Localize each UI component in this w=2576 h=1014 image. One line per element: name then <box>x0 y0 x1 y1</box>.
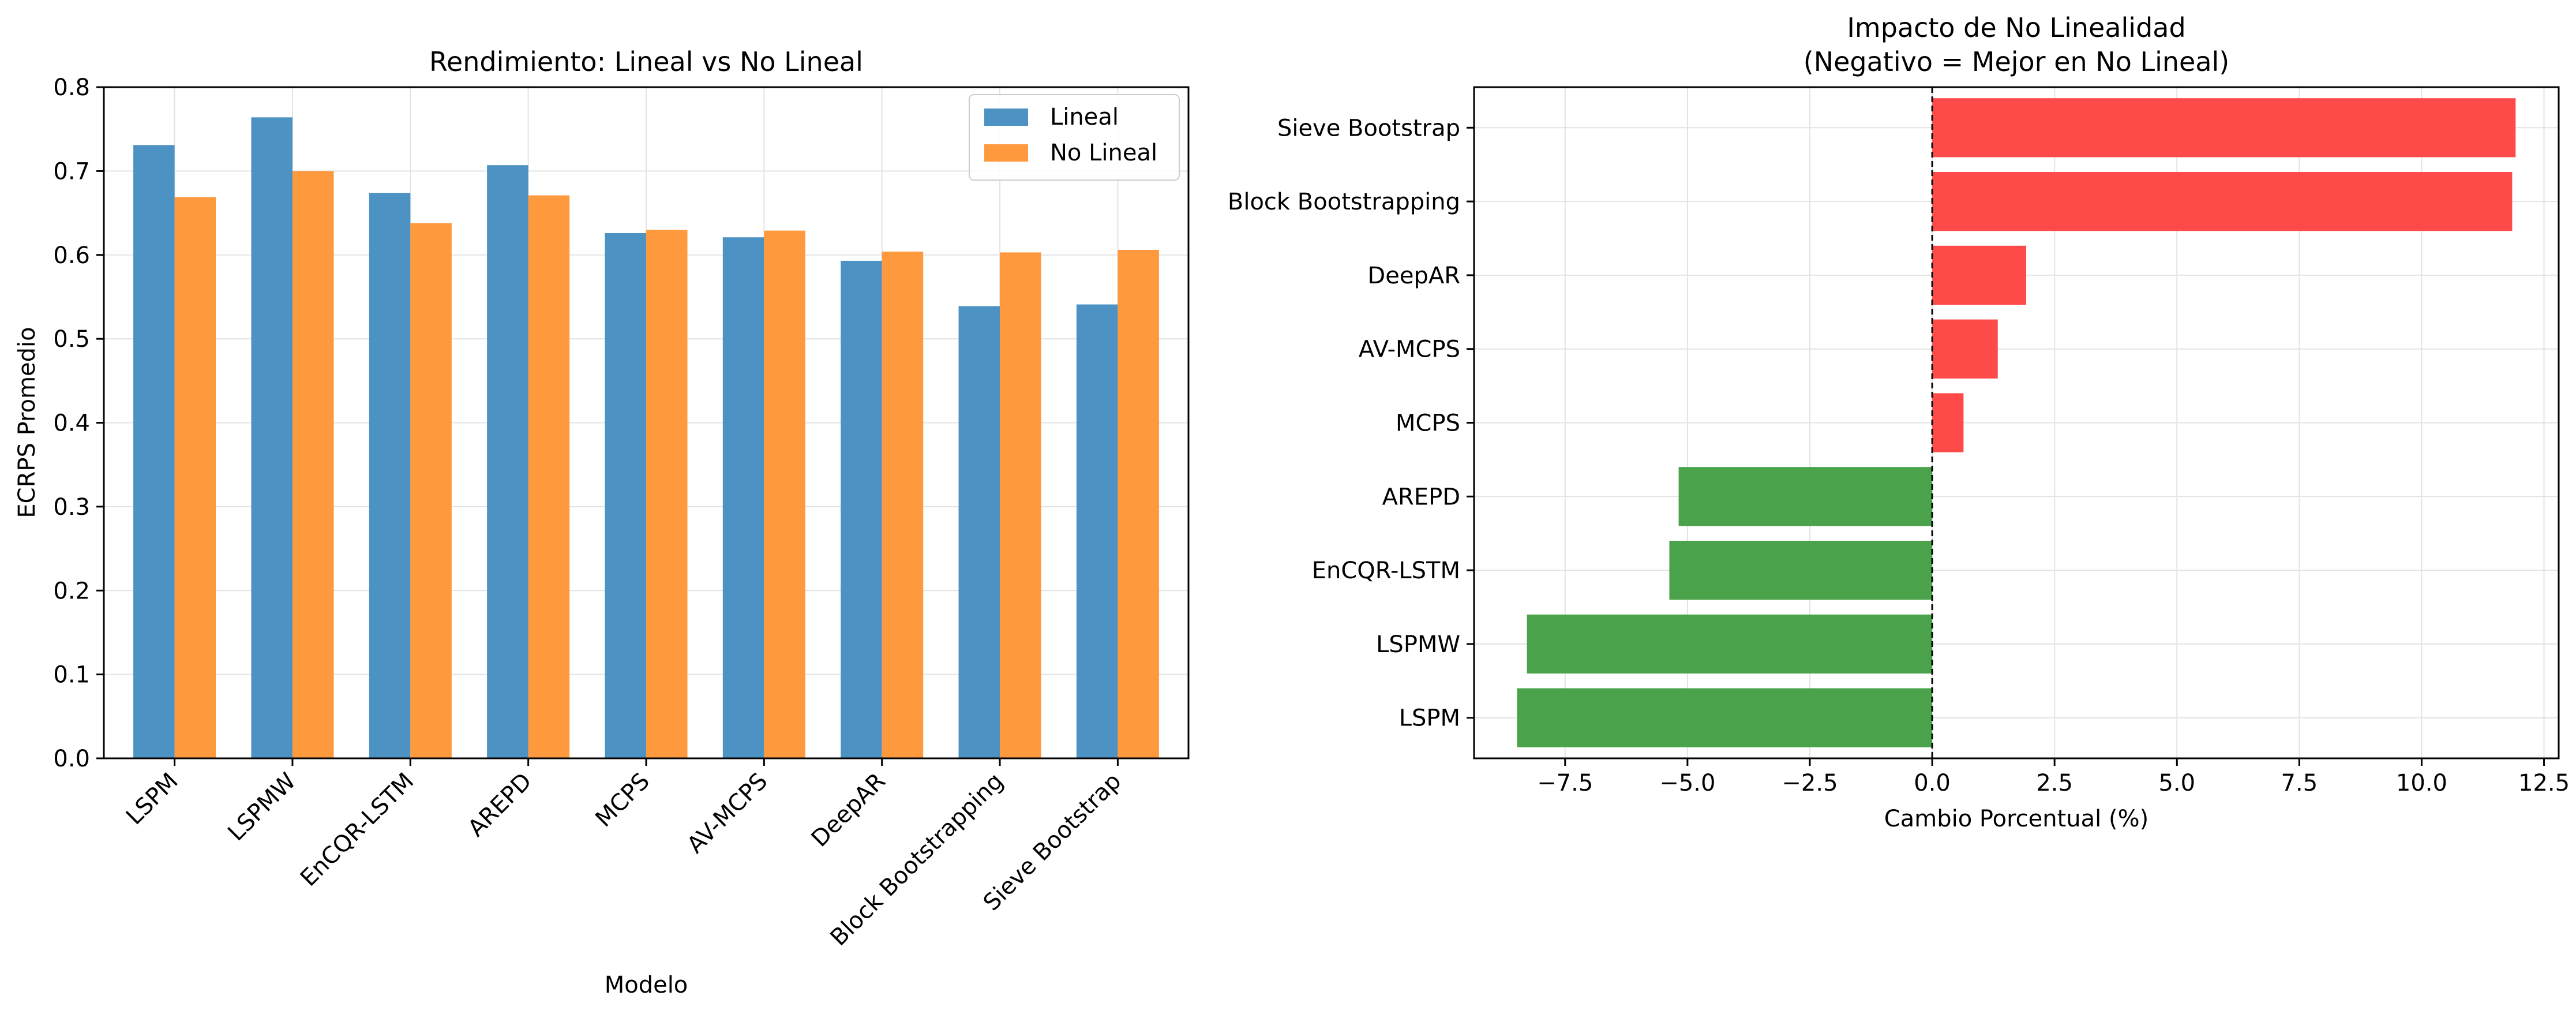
right-x-tick-label: −2.5 <box>1782 770 1838 796</box>
right-y-tick-label-deepar: DeepAR <box>1367 263 1460 289</box>
hbar-encqr-lstm <box>1669 540 1933 600</box>
legend: Lineal No Lineal <box>969 94 1180 181</box>
left-bars <box>133 117 1159 759</box>
hbar-arepd <box>1678 467 1933 526</box>
bar-no-lineal-av-mcps <box>764 230 805 758</box>
right-y-tick-label-av-mcps: AV-MCPS <box>1359 336 1460 363</box>
right-x-tick-label: 0.0 <box>1914 770 1951 796</box>
legend-swatch-no-lineal <box>984 144 1028 162</box>
right-y-tick-label-lspmw: LSPMW <box>1376 631 1460 658</box>
right-chart-subtitle: (Negativo = Mejor en No Lineal) <box>1803 46 2230 77</box>
left-y-axis-label: ECRPS Promedio <box>14 327 40 518</box>
bar-no-lineal-lspm <box>174 197 216 758</box>
right-y-tick-label-block-bootstrapping: Block Bootstrapping <box>1228 189 1460 215</box>
bar-lineal-encqr-lstm <box>369 193 411 758</box>
bar-lineal-sieve-bootstrap <box>1076 304 1118 758</box>
right-bars <box>1517 98 2516 747</box>
hbar-deepar <box>1932 245 2026 305</box>
right-y-tick-label-mcps: MCPS <box>1396 410 1460 437</box>
left-y-ticks: 0.0 0.1 0.2 0.3 0.4 0.5 0.6 0.7 0.8 <box>53 74 104 772</box>
bar-no-lineal-lspmw <box>292 171 334 758</box>
legend-label-lineal: Lineal <box>1050 104 1119 130</box>
bar-no-lineal-mcps <box>646 230 688 758</box>
hbar-av-mcps <box>1932 319 1998 379</box>
legend-swatch-lineal <box>984 108 1028 126</box>
right-x-tick-label: 10.0 <box>2396 770 2447 796</box>
bar-no-lineal-encqr-lstm <box>410 223 452 758</box>
bar-lineal-arepd <box>487 165 528 759</box>
right-y-tick-label-lspm: LSPM <box>1399 705 1460 732</box>
left-y-tick-label: 0.3 <box>53 494 90 521</box>
left-y-tick-label: 0.5 <box>53 326 90 353</box>
left-y-tick-label: 0.7 <box>53 158 90 185</box>
left-y-tick-label: 0.8 <box>53 74 90 101</box>
right-chart: LSPM LSPMW EnCQR-LSTM AREPD MCPS AV-MCPS DeepA… <box>1228 12 2570 832</box>
left-y-tick-label: 0.1 <box>53 662 90 689</box>
bar-no-lineal-arepd <box>528 195 570 758</box>
bar-no-lineal-deepar <box>882 251 924 758</box>
bar-no-lineal-sieve-bootstrap <box>1118 250 1159 759</box>
legend-label-no-lineal: No Lineal <box>1050 140 1157 166</box>
right-x-axis-label: Cambio Porcentual (%) <box>1884 806 2148 832</box>
left-y-tick-label: 0.2 <box>53 578 90 604</box>
right-y-tick-label-encqr-lstm: EnCQR-LSTM <box>1312 557 1460 584</box>
bar-lineal-mcps <box>605 233 646 758</box>
right-y-tick-label-sieve-bootstrap: Sieve Bootstrap <box>1277 115 1460 141</box>
right-x-tick-label: −5.0 <box>1659 770 1715 796</box>
right-y-tick-label-arepd: AREPD <box>1382 484 1460 510</box>
hbar-lspmw <box>1527 614 1933 674</box>
hbar-mcps <box>1932 393 1964 452</box>
left-x-axis-label: Modelo <box>605 972 688 998</box>
bar-no-lineal-block-bootstrapping <box>1000 252 1041 758</box>
left-y-tick-label: 0.4 <box>53 410 90 437</box>
right-x-ticks: −7.5 −5.0 −2.5 0.0 2.5 5.0 7.5 10.0 12.5 <box>1537 758 2570 796</box>
hbar-lspm <box>1517 688 1933 747</box>
bar-lineal-lspmw <box>251 117 293 759</box>
right-x-tick-label: 5.0 <box>2158 770 2195 796</box>
hbar-sieve-bootstrap <box>1932 98 2516 158</box>
right-chart-title: Impacto de No Linealidad <box>1847 12 2185 43</box>
bar-lineal-lspm <box>133 145 175 759</box>
bar-lineal-deepar <box>841 260 882 758</box>
right-x-tick-label: −7.5 <box>1537 770 1593 796</box>
right-y-ticks: LSPM LSPMW EnCQR-LSTM AREPD MCPS AV-MCPS DeepA… <box>1228 115 1474 732</box>
hbar-block-bootstrapping <box>1932 171 2513 231</box>
right-x-tick-label: 2.5 <box>2036 770 2073 796</box>
bar-lineal-block-bootstrapping <box>958 306 1000 758</box>
bar-lineal-av-mcps <box>722 237 764 758</box>
left-y-tick-label: 0.0 <box>53 746 90 772</box>
right-x-tick-label: 12.5 <box>2518 770 2570 796</box>
left-y-tick-label: 0.6 <box>53 242 90 269</box>
left-chart-title: Rendimiento: Lineal vs No Lineal <box>429 46 863 77</box>
right-x-tick-label: 7.5 <box>2281 770 2318 796</box>
